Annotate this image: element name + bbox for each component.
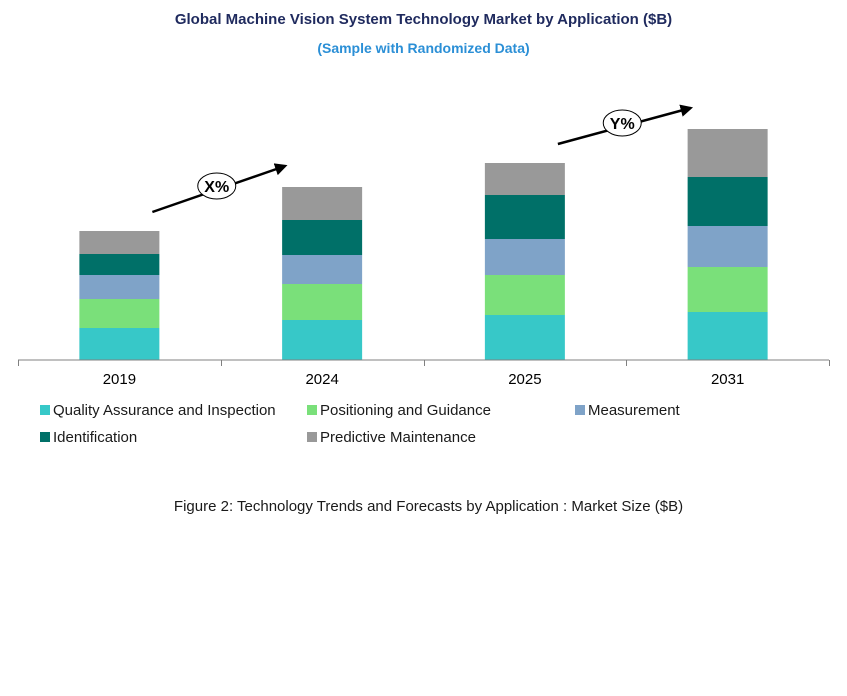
bar-segment xyxy=(282,220,363,255)
bar-segment xyxy=(282,284,363,320)
bar-segment xyxy=(79,328,160,360)
growth-annotations: X% Y% xyxy=(151,104,694,214)
bar-segment xyxy=(687,267,768,312)
x-tick-label: 2019 xyxy=(103,371,136,388)
legend-item: Quality Assurance and Inspection xyxy=(40,402,276,419)
bar-segment xyxy=(687,129,768,177)
x-tick-label: 2025 xyxy=(508,371,541,388)
legend-swatch xyxy=(40,432,50,442)
legend-item: Measurement xyxy=(575,402,680,419)
x-tick-label: 2031 xyxy=(711,371,744,388)
growth-badge xyxy=(602,109,642,137)
bar-segment xyxy=(282,187,363,220)
legend-swatch xyxy=(307,405,317,415)
legend-label: Predictive Maintenance xyxy=(320,429,476,446)
bar-segment xyxy=(79,299,160,328)
legend-swatch xyxy=(307,432,317,442)
chart-subtitle: (Sample with Randomized Data) xyxy=(317,40,530,56)
legend-label: Positioning and Guidance xyxy=(320,402,491,419)
legend-label: Measurement xyxy=(588,402,680,419)
bar-segment xyxy=(687,226,768,267)
stacked-bar-chart: 2019 2024 2025 2031 X% Y% xyxy=(18,104,830,388)
bar-segment xyxy=(484,239,565,275)
bar-segment xyxy=(79,275,160,299)
bar-segment xyxy=(484,275,565,315)
bar-segment xyxy=(687,312,768,360)
legend-label: Quality Assurance and Inspection xyxy=(53,402,276,419)
x-axis-ticks xyxy=(18,360,830,366)
chart-title: Global Machine Vision System Technology … xyxy=(174,11,673,28)
x-axis-tick-labels: 2019 2024 2025 2031 xyxy=(103,371,745,388)
legend-label: Identification xyxy=(53,429,138,446)
growth-badge-label: Y% xyxy=(610,116,635,133)
bar-segment xyxy=(484,315,565,360)
bars-group xyxy=(79,129,768,360)
bar-segment xyxy=(687,177,768,226)
bar-segment xyxy=(79,254,160,275)
legend-swatch xyxy=(40,405,50,415)
bar-segment xyxy=(484,163,565,195)
figure-caption: Figure 2: Technology Trends and Forecast… xyxy=(173,498,684,515)
bar-segment xyxy=(282,320,363,360)
x-tick-label: 2024 xyxy=(305,371,338,388)
bar-segment xyxy=(79,231,160,254)
legend-swatch xyxy=(575,405,585,415)
growth-badge xyxy=(197,172,237,200)
growth-badge-label: X% xyxy=(204,179,229,196)
legend-item: Predictive Maintenance xyxy=(307,429,476,446)
bar-segment xyxy=(484,195,565,239)
bar-segment xyxy=(282,255,363,284)
legend-item: Positioning and Guidance xyxy=(307,402,491,419)
legend-item: Identification xyxy=(40,429,137,446)
